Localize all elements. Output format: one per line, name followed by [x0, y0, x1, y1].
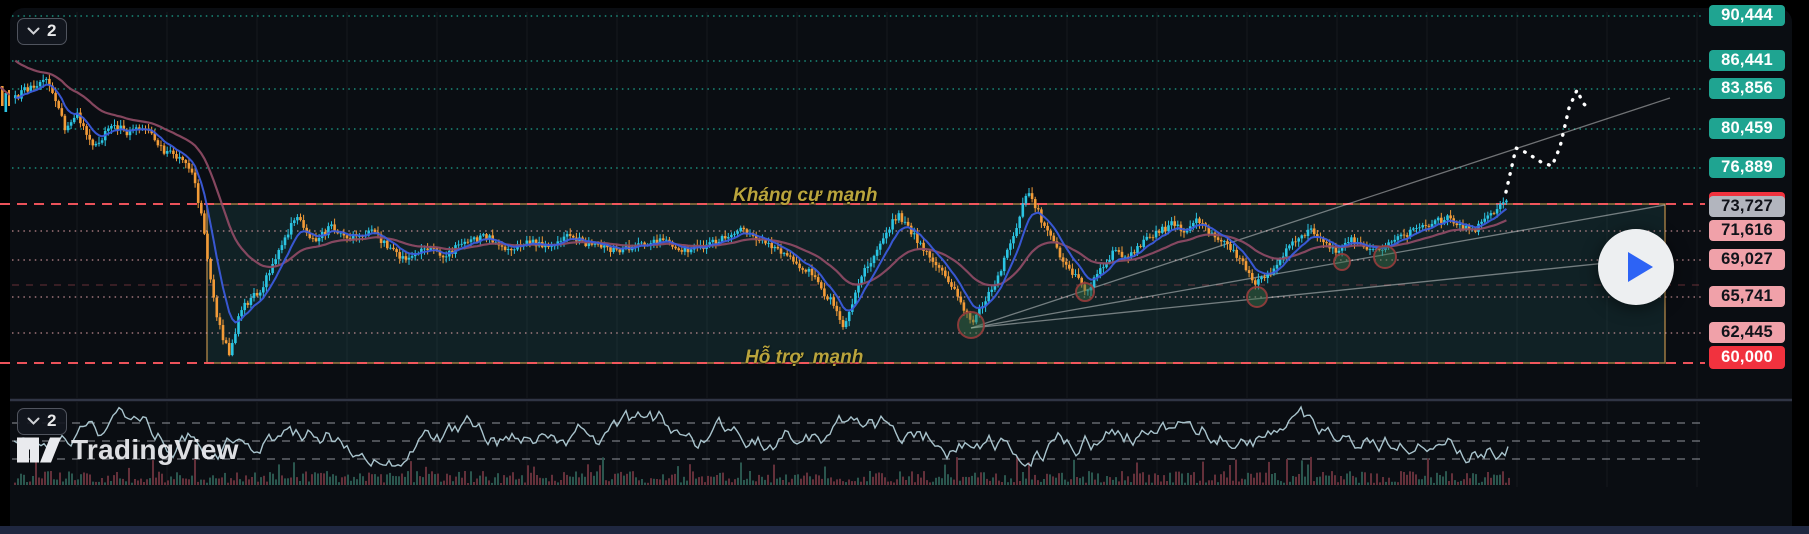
price-label-80459: 80,459	[1709, 118, 1785, 139]
bottom-toolbar-strip	[0, 526, 1809, 534]
trendline-touch-circle[interactable]	[1333, 253, 1351, 271]
chevron-down-icon	[27, 27, 40, 35]
edge-sliver	[1, 86, 4, 106]
tradingview-logo-icon	[17, 437, 61, 463]
indicator-panel-count: 2	[47, 411, 57, 430]
volume-bars	[14, 456, 1510, 485]
price-label-90444: 90,444	[1709, 5, 1785, 26]
trendline	[970, 256, 1666, 329]
trendline-touch-circle[interactable]	[1373, 245, 1397, 269]
price-label-69027: 69,027	[1709, 249, 1785, 270]
chart-background	[10, 8, 1792, 534]
price-label-76889: 76,889	[1709, 157, 1785, 178]
trendline-touch-circle[interactable]	[957, 311, 985, 339]
main-panel-count: 2	[47, 21, 57, 40]
indicator-line	[13, 405, 1509, 468]
main-panel-collapse-badge[interactable]: 2	[17, 18, 68, 45]
support-annotation: Hỗ trợ mạnh	[745, 347, 864, 368]
support-resistance-zone[interactable]	[206, 203, 1666, 364]
price-label-83856: 83,856	[1709, 78, 1785, 99]
breakout-projection-path[interactable]	[1504, 88, 1591, 194]
price-label-86441: 86,441	[1709, 50, 1785, 71]
indicator-panel-collapse-badge[interactable]: 2	[17, 408, 68, 435]
resistance-annotation: Kháng cự mạnh	[733, 185, 878, 206]
play-icon	[1628, 252, 1653, 282]
price-label-65741: 65,741	[1709, 286, 1785, 307]
edge-sliver	[8, 90, 10, 106]
price-label-73727: 73,727	[1709, 196, 1785, 217]
edge-sliver	[4, 93, 8, 112]
price-label-71616: 71,616	[1709, 220, 1785, 241]
trendline-touch-circle[interactable]	[1246, 286, 1268, 308]
slow-ma-line	[14, 59, 1507, 287]
tradingview-watermark: TradingView	[16, 434, 239, 466]
edge-sliver-ma	[0, 86, 11, 96]
trendline	[970, 204, 1666, 329]
trendline-touch-circle[interactable]	[1075, 282, 1095, 302]
play-button[interactable]	[1598, 229, 1674, 305]
price-label-60000: 60,000	[1709, 346, 1785, 369]
chevron-down-icon	[27, 417, 40, 425]
watermark-text: TradingView	[71, 434, 239, 465]
fast-ma-line	[15, 83, 1508, 324]
price-label-62445: 62,445	[1709, 322, 1785, 343]
